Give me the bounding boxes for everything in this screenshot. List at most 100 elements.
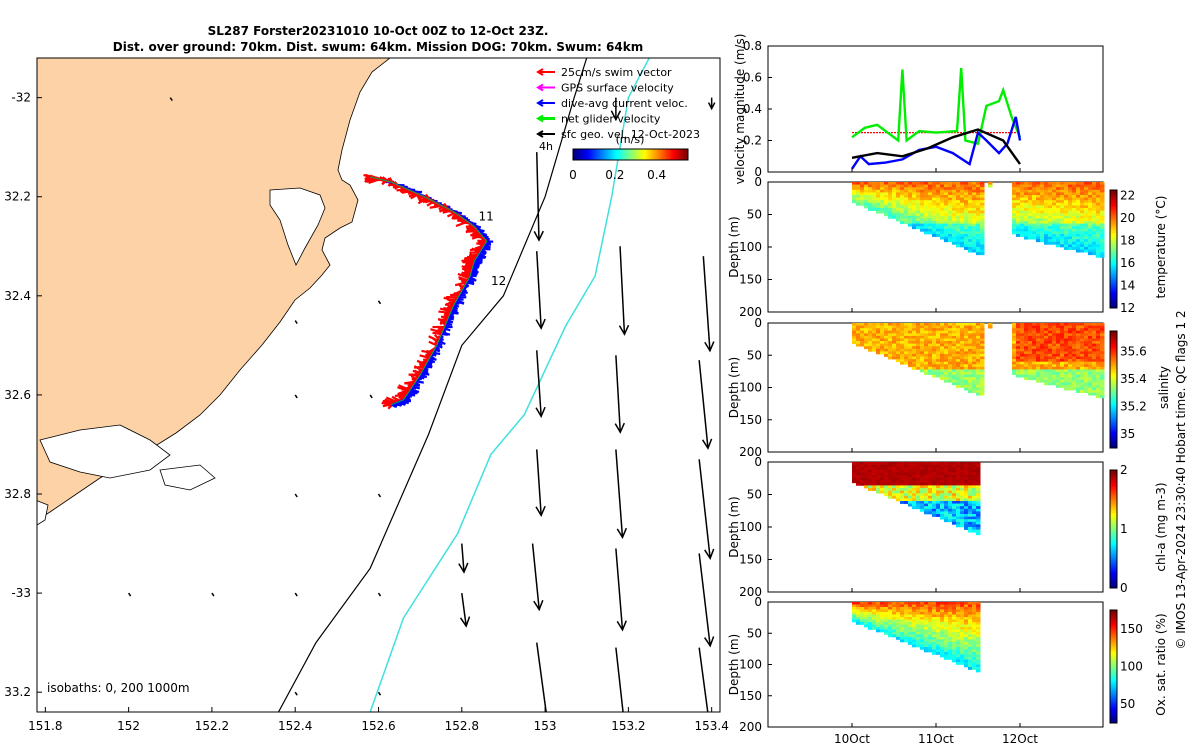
geo-vector-10 [615, 449, 628, 540]
geo-vector-9 [535, 449, 546, 518]
oxygen-ytick-1: 50 [747, 626, 762, 640]
salinity-ytick-0: 0 [754, 316, 762, 330]
colorbar-tick-0: 0 [569, 168, 577, 182]
colorbar-tick-1: 0.2 [605, 168, 624, 182]
temperature-ytick-0: 0 [754, 175, 762, 189]
temperature-ytick-4: 200 [739, 305, 762, 319]
legend-entry-1: GPS surface velocity [561, 82, 674, 95]
geo-dot-6 [377, 493, 382, 498]
oxygen-cbtick-2: 150 [1120, 622, 1143, 636]
temperature-colorbar: 12 14 16 18 20 22 temperature (°C) [1109, 189, 1168, 315]
chl-a-field [852, 462, 981, 536]
map-xtick-4: 152.6 [361, 719, 395, 733]
colorbar-label: (m/s) [616, 133, 645, 146]
oxygen-ytick-0: 0 [754, 595, 762, 609]
geo-dot-11 [294, 691, 298, 696]
time-xtick-1: 11Oct [918, 732, 954, 746]
oxygen-ytick-2: 100 [739, 658, 762, 672]
temperature-ytick-1: 50 [747, 208, 762, 222]
vel-ytick-0: 0 [754, 165, 762, 179]
isobath-label: isobaths: 0, 200 1000m [47, 681, 190, 695]
velocity-frame [767, 45, 1104, 173]
salinity-colorbar: 35 35.2 35.4 35.6 salinity [1109, 330, 1171, 449]
temperature-cbtick-5: 22 [1120, 189, 1135, 203]
geo-vector-11 [698, 459, 715, 560]
salinity-cblabel: salinity [1157, 366, 1171, 409]
geo-dot-5 [294, 493, 298, 498]
salinity-field [852, 323, 1105, 399]
salinity-cbtick-0: 35 [1120, 427, 1135, 441]
temperature-cbtick-2: 16 [1120, 256, 1135, 270]
oxygen-colorbar: 50 100 150 Ox. sat. ratio (%) [1109, 609, 1168, 724]
geo-dot-4 [369, 394, 373, 399]
series-net [851, 68, 1022, 146]
geo-dot-12 [377, 691, 382, 696]
salinity-cbtick-3: 35.6 [1120, 345, 1147, 359]
chl-a-ytick-0: 0 [754, 455, 762, 469]
geo-vector-18 [458, 543, 469, 574]
temperature-ytick-2: 100 [739, 240, 762, 254]
isobath-200 [277, 58, 588, 712]
chl-a-cbtick-2: 2 [1120, 463, 1128, 477]
salinity-panel: 0 50 100 150 200 Depth (m) 35 35.2 35.4 35.6 salin… [727, 316, 1171, 459]
geo-vector-19 [459, 592, 471, 628]
map-xtick-0: 151.8 [28, 719, 62, 733]
map-xtick-1: 152 [117, 719, 140, 733]
legend: 25cm/s swim vector GPS surface velocity di… [536, 66, 700, 153]
oxygen-ylabel: Depth (m) [727, 634, 741, 695]
map-xtick-8: 153.4 [694, 719, 728, 733]
lake-1 [39, 424, 171, 479]
chl-a-cbtick-0: 0 [1120, 581, 1128, 595]
map-ytick-2: 32.4 [4, 289, 31, 303]
chl-a-colorbar: 0 1 2 chl-a (mg m-3) [1109, 463, 1168, 595]
geo-dot-10 [377, 592, 382, 597]
map-xtick-6: 153 [534, 719, 557, 733]
title-line1: SL287 Forster20231010 10-Oct 00Z to 12-O… [208, 24, 549, 38]
legend-entry-2: dive-avg current veloc. [561, 97, 688, 110]
chl-a-ylabel: Depth (m) [727, 496, 741, 557]
geo-vector-4 [618, 246, 630, 336]
geo-vector-1 [610, 97, 622, 122]
isobath-1000 [369, 58, 650, 712]
vel-ytick-1: 0.2 [743, 134, 762, 148]
vel-ytick-4: 0.8 [743, 39, 762, 53]
geo-dot-2 [377, 300, 382, 305]
title-line2: Dist. over ground: 70km. Dist. swum: 64k… [113, 40, 643, 54]
temperature-cblabel: temperature (°C) [1154, 196, 1168, 299]
oxygen-ytick-4: 200 [739, 720, 762, 734]
oxygen-cbtick-1: 100 [1120, 660, 1143, 674]
chl-a-ytick-4: 200 [739, 585, 762, 599]
geo-vector-3 [535, 251, 546, 330]
glider-track [363, 173, 494, 410]
geo-dot-3 [294, 394, 298, 399]
temperature-field [852, 182, 1105, 258]
geo-vector-2 [707, 97, 716, 111]
legend-suffix: 4h [539, 140, 553, 153]
colorbar-tick-2: 0.4 [647, 168, 666, 182]
geo-dot-9 [294, 592, 298, 597]
salinity-ytick-3: 150 [739, 413, 762, 427]
map-ytick-4: 32.8 [4, 487, 31, 501]
legend-entry-4: sfc geo. vel. 12-Oct-2023 [561, 128, 700, 141]
velocity-ylabel: velocity magnitude (m/s) [733, 34, 747, 185]
chl-a-cbtick-1: 1 [1120, 522, 1128, 536]
chl-a-cblabel: chl-a (mg m-3) [1154, 482, 1168, 571]
geo-vector-15 [536, 642, 547, 712]
map-ytick-6: 33.2 [4, 685, 31, 699]
vel-ytick-3: 0.6 [743, 71, 762, 85]
geo-vector-0 [533, 152, 544, 242]
geo-dot-8 [211, 592, 215, 597]
map-ytick-0: -32 [11, 91, 31, 105]
geo-vector-13 [615, 548, 627, 632]
geo-dot-7 [127, 592, 132, 597]
salinity-ytick-1: 50 [747, 348, 762, 362]
chl-a-panel: 0 50 100 150 200 Depth (m) 0 1 2 chl-a (mg m-3) [727, 455, 1168, 599]
legend-entry-3: net glider velocity [561, 113, 661, 126]
day-label-1: 12 [491, 274, 506, 288]
salinity-cbtick-1: 35.2 [1120, 400, 1147, 414]
legend-entry-0: 25cm/s swim vector [561, 66, 672, 79]
lake-2 [159, 464, 216, 491]
temperature-cbtick-0: 12 [1120, 301, 1135, 315]
time-xtick-0: 10Oct [834, 732, 870, 746]
